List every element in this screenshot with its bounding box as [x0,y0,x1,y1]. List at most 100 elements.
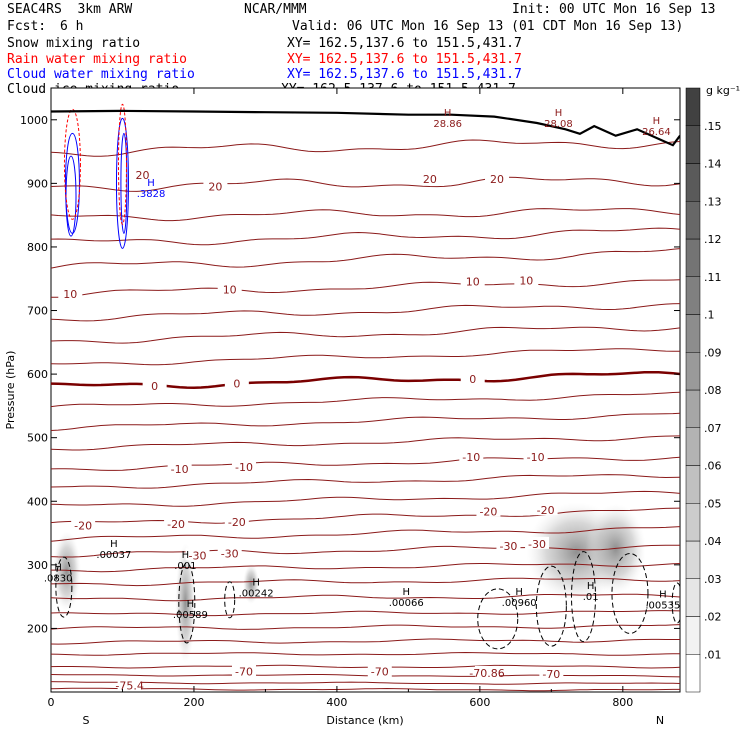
maximum-marker: H [252,577,260,588]
colorbar-tick-label: .05 [704,497,722,510]
rain-contour [63,108,81,220]
isotherm-label: -20 [167,518,185,531]
maximum-marker: H [402,587,410,598]
y-tick-label: 800 [27,241,48,254]
maximum-value: .00535 [645,600,680,611]
isotherm [51,391,680,408]
isotherm-label-bg [539,667,564,680]
isotherm [51,412,680,431]
maximum-marker: H [555,108,563,119]
isotherm [51,474,680,489]
isotherm [51,435,680,451]
isotherm [51,577,680,587]
isotherm [51,348,680,366]
isotherm-label: 20 [423,173,437,186]
center-title: NCAR/MMM [244,2,307,17]
isotherm-label: 0 [469,373,476,386]
maximum-value: 26.64 [642,127,671,138]
isotherm-label-bg [485,171,510,184]
field-snow-xy: XY= 162.5,137.6 to 151.5,431.7 [287,36,522,51]
maximum-marker: H [182,550,190,561]
colorbar-bin [685,465,701,504]
isotherm-label: 20 [135,169,149,182]
maximum-value: .00589 [173,610,208,621]
y-tick-label: 500 [27,432,48,445]
isotherm-label-bg [224,515,249,528]
maximum-marker: H [444,108,452,119]
colorbar-bin [685,427,701,466]
snow-contour [224,581,236,619]
x-axis-label: Distance (km) [326,714,403,727]
isotherm [51,326,680,344]
isotherm-label: -20 [479,505,497,518]
isotherm [51,176,680,192]
snow-contour [611,552,649,634]
colorbar-tick-label: .15 [704,120,722,133]
isotherm-label-bg [130,168,155,181]
isotherm-label: -20 [537,504,555,517]
maximum-marker: H [54,563,62,574]
isotherm-label-bg [231,459,256,472]
isotherm-label-bg [525,536,550,549]
maximum-marker: H [587,581,595,592]
colorbar-tick-label: .02 [704,611,722,624]
isotherm-label: -30 [189,549,207,562]
field-rain-xy: XY= 162.5,137.6 to 151.5,431.7 [287,52,522,67]
colorbar-unit: g kg⁻¹ [706,84,740,97]
colorbar-bin [685,540,701,579]
colorbar-bin [685,87,701,126]
isotherm-label: -75.4 [115,680,143,693]
maximum-value: 28.08 [544,119,573,130]
isotherm-label: 10 [223,284,237,297]
isotherm-label-bg [71,518,96,531]
maximum-value: .00960 [502,598,537,609]
isotherm-label: -70.86 [469,667,504,680]
field-rain-name: Rain water mixing ratio [7,52,188,67]
colorbar-bin [685,352,701,391]
isotherm-label-bg [231,664,256,677]
isotherm-label: 0 [233,378,240,391]
colorbar-bin [685,389,701,428]
isotherm-label: -20 [74,519,92,532]
colorbar-tick-label: .08 [704,384,722,397]
isotherm-label: -30 [499,540,517,553]
isotherm [51,638,680,645]
y-tick-label: 400 [27,495,48,508]
field-cloudwater-xy: XY= 162.5,137.6 to 151.5,431.7 [287,67,522,82]
isotherm-label-bg [459,449,484,462]
colorbar-bin [685,654,701,693]
fcst-value: 6 h [60,19,84,34]
maximum-value: 28.86 [433,119,462,130]
colorbar-tick-label: .1 [704,309,715,322]
isotherm-label-bg [476,504,501,517]
isotherm-label-bg [460,372,485,385]
x-tick-label: 600 [469,696,490,709]
maximum-value: .00037 [96,550,131,561]
colorbar-tick-label: .04 [704,535,722,548]
snow-contour [671,582,680,624]
isotherm [51,681,680,685]
terrain-surface [51,109,680,147]
colorbar-bin [685,503,701,542]
isotherm-label-bg [164,517,189,530]
isotherm-label: -10 [527,451,545,464]
isotherm-labels: -75.4 -70 -70 -70.86 -70 -30 -30 -30 -30 -20 -20 -2… [58,168,564,693]
snow-contours [55,551,680,650]
isotherm-label-bg [417,171,442,184]
isotherm-label: 10 [466,275,480,288]
isotherm-label-bg [523,449,548,462]
isotherm-label: 20 [490,173,504,186]
cloud-ice-blob [243,563,260,604]
y-tick-label: 200 [27,622,48,635]
colorbar: .01 .02 .03 .04 .05 .06 .07 .08 .09 .1 .11 .12 .13 .1… [685,87,722,693]
colorbar-tick-label: .09 [704,346,722,359]
isotherm [51,490,680,507]
isotherm-label-bg [217,282,242,295]
y-tick-label: 700 [27,305,48,318]
y-tick-label: 1000 [20,114,48,127]
colorbar-tick-label: .06 [704,460,722,473]
colorbar-bin [685,314,701,353]
isotherm-label: 20 [208,181,222,194]
colorbar-bin [685,125,701,164]
colorbar-bin [685,578,701,617]
